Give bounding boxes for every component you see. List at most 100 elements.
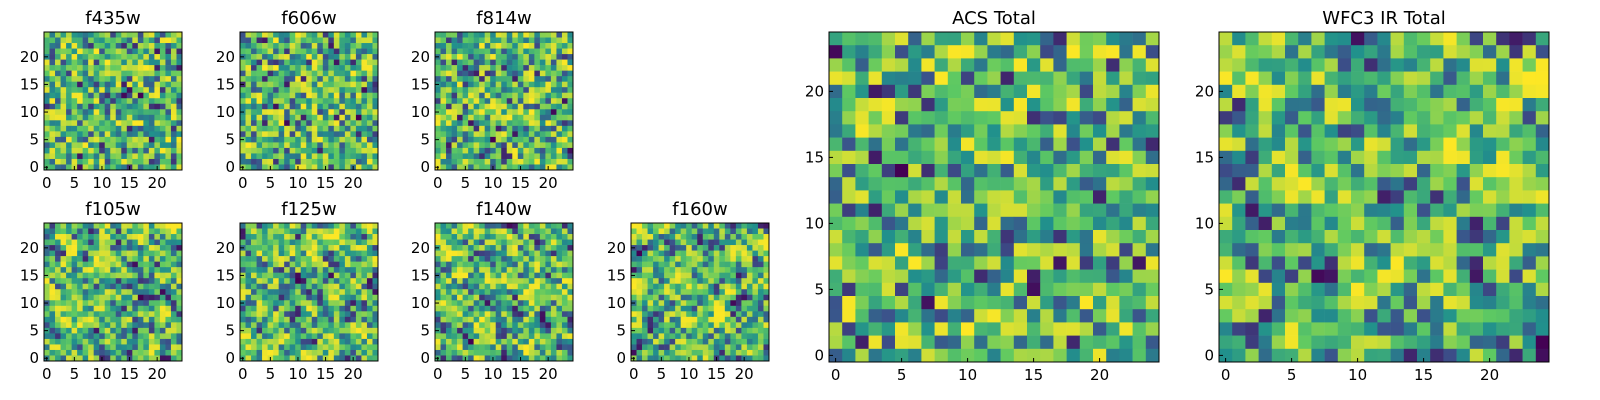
heatmap-cell [451, 300, 458, 307]
heatmap-cell [490, 239, 497, 246]
heatmap-cell [49, 92, 56, 99]
heatmap-cell [468, 131, 474, 138]
heatmap-cell [1145, 190, 1160, 204]
heatmap-cell [534, 349, 541, 356]
heatmap-cell [757, 267, 764, 273]
heatmap-cell [473, 164, 480, 171]
heatmap-cell [132, 256, 139, 262]
heatmap-cell [289, 267, 296, 273]
heatmap-cell [479, 147, 485, 154]
heatmap-cell [115, 316, 122, 323]
heatmap-cell [88, 131, 94, 138]
heatmap-cell [284, 333, 290, 340]
heatmap-cell [561, 267, 568, 273]
heatmap-cell [457, 114, 463, 121]
heatmap-cell [60, 250, 67, 257]
heatmap-cell [350, 76, 357, 82]
heatmap-cell [763, 245, 770, 251]
heatmap-cell [664, 294, 670, 301]
heatmap-cell [763, 234, 770, 240]
heatmap-cell [165, 267, 172, 273]
heatmap-cell [88, 70, 94, 77]
heatmap-cell [284, 120, 290, 127]
heatmap-cell [435, 103, 441, 110]
heatmap-cell [468, 289, 474, 296]
heatmap-cell [451, 147, 458, 154]
heatmap-cell [642, 272, 648, 279]
heatmap-cell [170, 322, 177, 329]
heatmap-cell [523, 32, 530, 38]
heatmap-cell [495, 147, 502, 154]
heatmap-cell [355, 228, 362, 235]
heatmap-cell [44, 158, 50, 165]
heatmap-cell [561, 294, 568, 301]
heatmap-cell [66, 267, 72, 273]
heatmap-cell [143, 228, 150, 235]
heatmap-cell [350, 81, 357, 88]
heatmap-cell [868, 190, 883, 204]
heatmap-cell [256, 164, 263, 171]
heatmap-cell [372, 158, 379, 165]
heatmap-cell [490, 322, 497, 329]
heatmap-cell [148, 267, 155, 273]
heatmap-cell [154, 305, 161, 312]
heatmap-cell [328, 272, 335, 279]
heatmap-cell [746, 272, 753, 279]
heatmap-cell [528, 228, 535, 235]
heatmap-cell [115, 37, 122, 44]
heatmap-cell [99, 272, 106, 279]
heatmap-cell [636, 261, 643, 268]
heatmap-cell [339, 316, 346, 323]
heatmap-cell [49, 158, 56, 165]
heatmap-cell [344, 120, 351, 127]
heatmap-cell [154, 147, 161, 154]
heatmap-cell [165, 234, 172, 240]
heatmap-cell [170, 234, 177, 240]
heatmap-cell [484, 228, 491, 235]
heatmap-cell [339, 333, 346, 340]
heatmap-cell [99, 344, 106, 351]
heatmap-cell [176, 70, 183, 77]
heatmap-cell [1093, 111, 1107, 125]
heatmap-cell [55, 272, 61, 279]
heatmap-cell [165, 125, 172, 132]
heatmap-cell [550, 65, 557, 71]
heatmap-cell [473, 327, 480, 334]
heatmap-cell [311, 245, 318, 251]
heatmap-cell [658, 311, 665, 318]
heatmap-cell [82, 283, 89, 290]
heatmap-cell [1013, 45, 1028, 59]
heatmap-cell [317, 355, 324, 362]
heatmap-cell [126, 223, 133, 229]
heatmap-cell [446, 338, 452, 345]
heatmap-cell [278, 256, 285, 262]
heatmap-cell [82, 294, 89, 301]
heatmap-cell [702, 344, 709, 351]
heatmap-cell [974, 98, 988, 112]
heatmap-cell [653, 283, 659, 290]
heatmap-cell [440, 349, 447, 356]
heatmap-cell [355, 153, 362, 160]
heatmap-cell [457, 65, 463, 71]
y-tick-label: 10 [20, 103, 39, 121]
heatmap-cell [317, 289, 324, 296]
heatmap-cell [539, 239, 546, 246]
heatmap-cell [490, 136, 497, 143]
heatmap-cell [143, 114, 150, 121]
heatmap-cell [746, 256, 753, 262]
heatmap-cell [490, 32, 497, 38]
heatmap-cell [88, 272, 94, 279]
heatmap-cell [355, 245, 362, 251]
heatmap-cell [267, 289, 274, 296]
heatmap-cell [44, 278, 50, 285]
heatmap-cell [921, 111, 935, 125]
heatmap-cell [333, 103, 340, 110]
heatmap-cell [93, 81, 100, 88]
heatmap-cell [110, 300, 117, 307]
heatmap-cell [653, 316, 659, 323]
heatmap-cell [1093, 190, 1107, 204]
heatmap-cell [339, 239, 346, 246]
heatmap-cell [88, 59, 94, 66]
heatmap-cell [311, 81, 318, 88]
heatmap-cell [435, 338, 441, 345]
